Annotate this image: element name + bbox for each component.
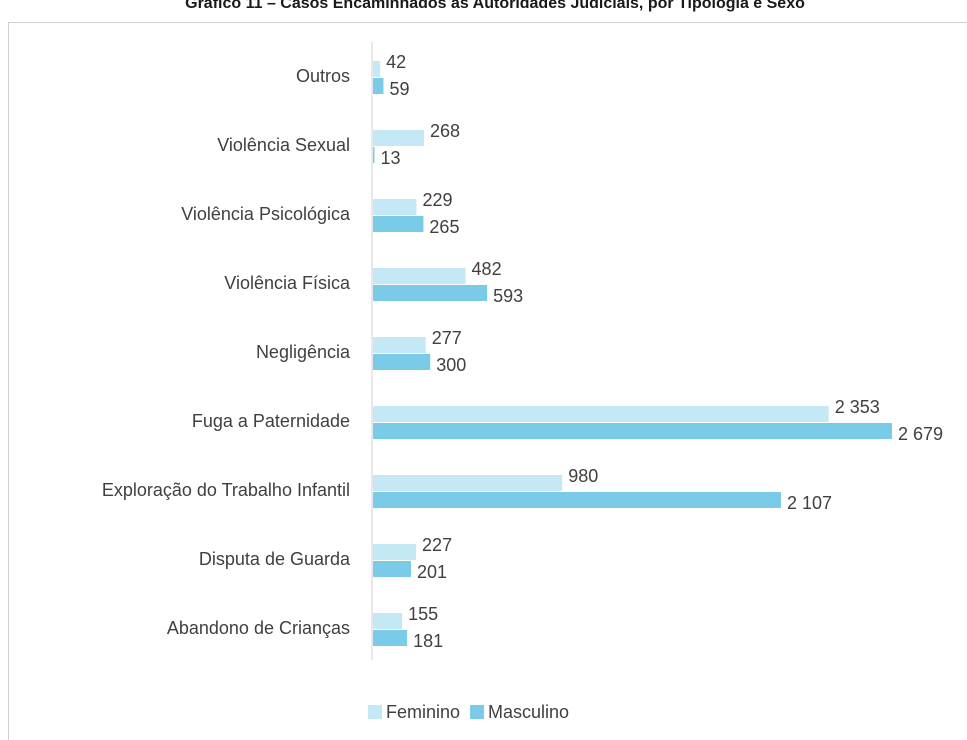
value-label: 300	[436, 355, 466, 375]
legend-label: Feminino	[386, 702, 460, 722]
category-label: Disputa de Guarda	[199, 549, 351, 569]
bar	[373, 544, 417, 560]
category-label: Violência Sexual	[217, 135, 350, 155]
legend-label: Masculino	[488, 702, 569, 722]
value-label: 229	[422, 190, 452, 210]
bar	[373, 268, 466, 284]
value-label: 155	[408, 604, 438, 624]
bar	[373, 199, 417, 215]
bar	[373, 285, 488, 301]
value-label: 277	[432, 328, 462, 348]
value-label: 181	[413, 631, 443, 651]
value-label: 201	[417, 562, 447, 582]
value-label: 980	[568, 466, 598, 486]
bar	[373, 492, 781, 508]
legend-swatch	[368, 705, 382, 719]
bar	[373, 475, 563, 491]
bar	[373, 630, 408, 646]
value-label: 42	[386, 52, 406, 72]
category-label: Violência Psicológica	[181, 204, 351, 224]
value-label: 2 679	[898, 424, 943, 444]
value-label: 593	[493, 286, 523, 306]
bar	[373, 354, 431, 370]
value-label: 482	[472, 259, 502, 279]
bar	[373, 613, 403, 629]
chart-title: Gráfico 11 – Casos Encaminhados às Autor…	[185, 0, 805, 12]
chart-frame	[8, 22, 967, 740]
value-label: 2 107	[787, 493, 832, 513]
value-label: 13	[381, 148, 401, 168]
bar	[373, 561, 412, 577]
value-label: 265	[429, 217, 459, 237]
category-label: Negligência	[256, 342, 351, 362]
bar	[373, 423, 892, 439]
bar	[373, 61, 381, 77]
category-label: Exploração do Trabalho Infantil	[102, 480, 350, 500]
bar	[373, 130, 425, 146]
category-label: Fuga a Paternidade	[192, 411, 350, 431]
bar	[373, 216, 424, 232]
value-label: 227	[422, 535, 452, 555]
category-label: Outros	[296, 66, 350, 86]
legend-swatch	[470, 705, 485, 719]
bar	[373, 406, 829, 422]
bar	[373, 147, 375, 163]
bar	[373, 337, 426, 353]
value-label: 59	[389, 79, 409, 99]
category-label: Abandono de Crianças	[167, 618, 350, 638]
bar	[373, 78, 384, 94]
category-label: Violência Física	[224, 273, 351, 293]
value-label: 268	[430, 121, 460, 141]
value-label: 2 353	[835, 397, 880, 417]
